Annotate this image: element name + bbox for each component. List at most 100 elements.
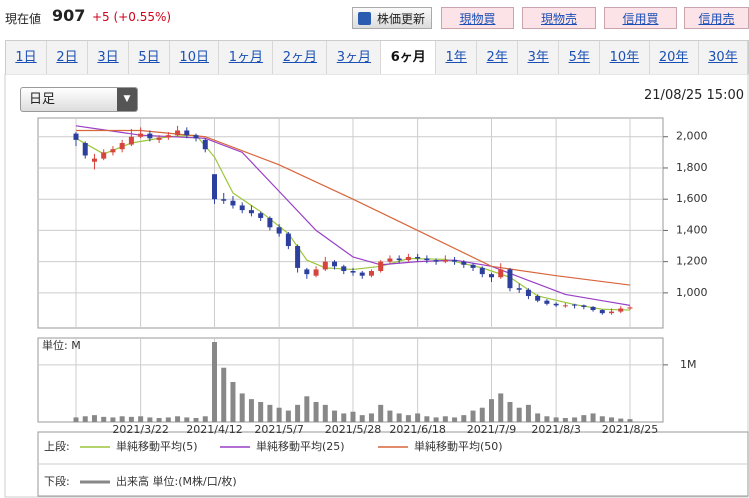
x-tick-label: 2021/8/3 — [531, 423, 580, 436]
candle-body — [461, 261, 467, 265]
period-tab[interactable]: 6ヶ月 — [381, 41, 437, 74]
volume-bar — [378, 404, 384, 422]
candle-body — [147, 133, 153, 139]
moving-average — [76, 129, 631, 286]
volume-bar — [212, 342, 217, 422]
legend-label: 出来高 単位:(M株/口/枚) — [116, 474, 237, 488]
volume-bar — [156, 418, 162, 422]
y-tick-label: 1,200 — [676, 255, 708, 268]
candle-body — [424, 258, 430, 261]
volume-bar — [387, 410, 393, 422]
volume-bar — [442, 416, 448, 422]
candle-body — [489, 274, 494, 278]
price-label: 現在値 — [5, 12, 42, 26]
period-tab[interactable]: 20年 — [650, 41, 699, 74]
candle-body — [599, 310, 605, 314]
interval-dropdown[interactable]: 日足 — [20, 87, 138, 112]
candle-body — [590, 306, 596, 311]
unit-label: 単位: M — [42, 338, 81, 352]
candle-body — [276, 227, 282, 234]
legend-label: 単純移動平均(50) — [414, 439, 503, 453]
candle-body — [221, 199, 227, 201]
period-tab[interactable]: 10日 — [170, 41, 220, 74]
candle-body — [73, 133, 79, 140]
period-tab[interactable]: 1日 — [6, 41, 48, 74]
volume-bar — [562, 418, 568, 422]
y-tick-label: 2,000 — [676, 130, 708, 143]
volume-bar — [433, 417, 439, 422]
candle-body — [387, 258, 393, 262]
volume-bar — [341, 413, 347, 422]
refresh-button[interactable]: 株価更新 — [352, 7, 432, 29]
volume-bar — [609, 417, 615, 422]
period-tab[interactable]: 3日 — [88, 41, 130, 74]
candle-body — [101, 152, 107, 159]
volume-bar — [627, 419, 633, 422]
trade-button[interactable]: 信用買 — [604, 7, 677, 29]
y-tick-label: 1,600 — [676, 192, 708, 205]
period-tab[interactable]: 5日 — [129, 41, 171, 74]
period-tab[interactable]: 10年 — [600, 41, 650, 74]
period-tab[interactable]: 1ヶ月 — [219, 41, 274, 74]
candle-body — [212, 174, 217, 200]
candle-body — [267, 217, 273, 228]
volume-bar — [507, 402, 513, 422]
candle-body — [175, 130, 181, 136]
candle-body — [304, 269, 310, 275]
candle-body — [295, 246, 301, 268]
candle-body — [368, 271, 374, 276]
trade-button[interactable]: 信用売 — [684, 7, 749, 29]
candle-body — [156, 137, 162, 140]
candle-body — [507, 269, 513, 289]
volume-bar — [267, 404, 273, 422]
candle-body — [581, 305, 587, 307]
price: 907 — [52, 6, 86, 25]
period-tab[interactable]: 2ヶ月 — [273, 41, 328, 74]
x-tick-label: 2021/3/22 — [112, 423, 168, 436]
volume-bar — [91, 415, 97, 422]
volume-bar — [332, 410, 338, 422]
candle-body — [396, 258, 402, 261]
trade-button[interactable]: 現物売 — [522, 7, 596, 29]
candle-body — [91, 158, 97, 162]
legend-upper: 上段: — [44, 439, 70, 453]
candle-body — [544, 300, 550, 304]
candle-body — [618, 308, 624, 312]
candle-body — [350, 271, 356, 273]
volume-bar — [572, 417, 578, 422]
volume-bar — [193, 418, 199, 422]
period-tab[interactable]: 30年 — [699, 41, 749, 74]
candle-body — [479, 267, 485, 275]
candle-body — [452, 260, 458, 262]
candle-body — [322, 261, 328, 270]
period-tab[interactable]: 2年 — [477, 41, 519, 74]
candle-body — [202, 139, 208, 150]
volume-bar — [590, 413, 596, 422]
period-tab[interactable]: 3年 — [518, 41, 560, 74]
price-plot — [37, 117, 664, 329]
volume-bar — [230, 382, 236, 422]
volume-bar — [128, 416, 134, 422]
volume-bar — [258, 402, 264, 422]
candle-body — [405, 256, 411, 261]
candle-body — [535, 295, 541, 301]
trade-button[interactable]: 現物買 — [441, 7, 514, 29]
period-tab[interactable]: 1年 — [436, 41, 478, 74]
volume-bar — [424, 416, 430, 422]
volume-bar — [452, 417, 458, 422]
period-tab[interactable]: 5年 — [559, 41, 601, 74]
period-tab[interactable]: 2日 — [47, 41, 89, 74]
candle-body — [128, 136, 134, 145]
period-tab[interactable]: 3ヶ月 — [327, 41, 382, 74]
candle-body — [562, 305, 568, 307]
volume-bar — [461, 415, 467, 422]
volume-bar — [165, 417, 171, 422]
volume-bar — [175, 416, 181, 422]
volume-bar — [119, 416, 125, 422]
candle-body — [378, 261, 384, 272]
volume-bar — [396, 413, 402, 422]
x-tick-label: 2021/4/12 — [186, 423, 242, 436]
candle-body — [433, 260, 439, 262]
volume-bar — [73, 417, 79, 422]
candle-body — [110, 149, 116, 153]
